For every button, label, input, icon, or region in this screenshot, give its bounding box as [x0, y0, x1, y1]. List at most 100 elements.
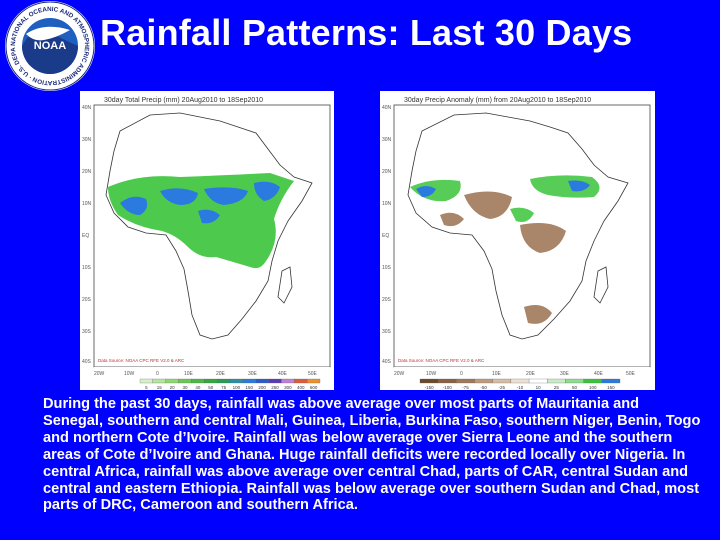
legend-label: 100 — [589, 385, 597, 390]
legend-swatch — [510, 378, 530, 384]
legend-label: 600 — [310, 385, 318, 390]
legend-label: 5 — [145, 385, 148, 390]
map-header: 30day Precip Anomaly (mm) from 20Aug2010… — [404, 97, 591, 104]
legend-swatch — [178, 378, 192, 384]
svg-text:10N: 10N — [382, 201, 392, 207]
lon-labels: 20W 10W 0 10E 20E 30E 40E 50E — [394, 371, 636, 377]
svg-text:0: 0 — [460, 371, 463, 377]
legend-label: 40 — [195, 385, 201, 390]
legend-label: 30 — [182, 385, 188, 390]
legend-swatch — [565, 378, 584, 384]
svg-text:40E: 40E — [594, 371, 604, 377]
precip-anomaly-map: 30day Precip Anomaly (mm) from 20Aug2010… — [380, 91, 655, 390]
legend-swatch — [216, 378, 231, 384]
lat-labels: 40N 30N 20N 10N EQ 10S 20S 30S 40S — [382, 105, 392, 365]
legend-label: 150 — [246, 385, 254, 390]
legend-swatch — [601, 378, 621, 384]
svg-text:30N: 30N — [382, 137, 392, 143]
legend-swatch — [191, 378, 205, 384]
data-source: Data Source: NOAA CPC RFE V2.0 & ARC — [98, 358, 185, 363]
legend-label: 25 — [554, 385, 560, 390]
svg-text:10E: 10E — [184, 371, 194, 377]
legend-swatch — [139, 378, 154, 384]
anomaly-above-blue — [416, 180, 590, 197]
svg-text:40E: 40E — [278, 371, 288, 377]
africa-landmass — [407, 112, 629, 340]
svg-text:40S: 40S — [382, 359, 392, 365]
svg-text:10W: 10W — [426, 371, 437, 377]
svg-text:30S: 30S — [382, 329, 392, 335]
legend-label: -100 — [443, 385, 453, 390]
total-precip-map: 30day Total Precip (mm) 20Aug2010 to 18S… — [80, 91, 334, 390]
svg-text:EQ: EQ — [382, 233, 389, 239]
legend-label: -10 — [517, 385, 524, 390]
legend-swatch — [204, 378, 218, 384]
legend-swatch — [547, 378, 566, 384]
svg-text:10S: 10S — [382, 265, 392, 271]
anomaly-above-green — [410, 175, 600, 222]
svg-text:10N: 10N — [82, 201, 92, 207]
legend-swatch — [492, 378, 512, 384]
svg-text:10W: 10W — [124, 371, 135, 377]
svg-text:40N: 40N — [82, 105, 92, 111]
svg-text:20N: 20N — [382, 169, 392, 175]
legend-swatch — [268, 378, 282, 384]
legend-label: 20 — [170, 385, 176, 390]
svg-text:40S: 40S — [82, 359, 92, 365]
legend-swatch — [294, 378, 308, 384]
legend-swatch — [528, 378, 548, 384]
anomaly-below-brown — [440, 191, 566, 324]
legend-label: -75 — [462, 385, 469, 390]
anomaly-legend: -150 -100 -75 -50 -25 -10 10 25 50 100 150 — [419, 378, 621, 390]
legend-swatch — [255, 378, 269, 384]
legend-swatch — [242, 378, 256, 384]
legend-swatch — [152, 378, 166, 384]
legend-label: 75 — [221, 385, 227, 390]
madagascar — [277, 266, 293, 304]
legend-label: 50 — [208, 385, 214, 390]
svg-text:30N: 30N — [82, 137, 92, 143]
svg-text:50E: 50E — [626, 371, 636, 377]
noaa-wordmark: NOAA — [34, 40, 66, 52]
svg-text:20W: 20W — [94, 371, 105, 377]
legend-label: 200 — [258, 385, 266, 390]
legend-label: -25 — [499, 385, 506, 390]
svg-text:EQ: EQ — [82, 233, 89, 239]
svg-text:30S: 30S — [82, 329, 92, 335]
legend-swatch — [456, 378, 475, 384]
legend-label: 400 — [297, 385, 305, 390]
svg-text:20S: 20S — [82, 297, 92, 303]
lat-labels: 40N 30N 20N 10N EQ 10S 20S 30S 40S — [82, 105, 92, 365]
map-header: 30day Total Precip (mm) 20Aug2010 to 18S… — [104, 97, 263, 104]
legend-swatch — [583, 378, 602, 384]
svg-text:30E: 30E — [560, 371, 570, 377]
rain-heavy-blue — [120, 181, 280, 224]
slide-body-text: During the past 30 days, rainfall was ab… — [43, 396, 701, 514]
svg-text:20N: 20N — [82, 169, 92, 175]
legend-swatch — [229, 378, 244, 384]
legend-label: 50 — [572, 385, 578, 390]
svg-text:0: 0 — [156, 371, 159, 377]
legend-label: 150 — [607, 385, 615, 390]
legend-label: 10 — [536, 385, 542, 390]
noaa-emblem-icon: NATIONAL OCEANIC AND ATMOSPHERIC ADMINIS… — [1, 0, 95, 91]
svg-text:50E: 50E — [308, 371, 318, 377]
legend-label: -50 — [480, 385, 487, 390]
noaa-logo: NATIONAL OCEANIC AND ATMOSPHERIC ADMINIS… — [1, 0, 96, 92]
svg-text:20E: 20E — [526, 371, 536, 377]
legend-label: -150 — [425, 385, 435, 390]
lon-labels: 20W 10W 0 10E 20E 30E 40E 50E — [94, 371, 318, 377]
svg-text:20S: 20S — [382, 297, 392, 303]
legend-swatch — [165, 378, 179, 384]
legend-swatch — [438, 378, 457, 384]
legend-label: 300 — [284, 385, 292, 390]
rain-band-green — [108, 173, 294, 269]
svg-text:10E: 10E — [492, 371, 502, 377]
slide-title: Rainfall Patterns: Last 30 Days — [100, 12, 633, 53]
data-source: Data Source: NOAA CPC RFE V2.0 & ARC — [398, 358, 485, 363]
legend-label: 250 — [271, 385, 279, 390]
legend-label: 15 — [157, 385, 163, 390]
legend-swatch — [474, 378, 493, 384]
legend-label: 100 — [233, 385, 241, 390]
svg-text:20E: 20E — [216, 371, 226, 377]
